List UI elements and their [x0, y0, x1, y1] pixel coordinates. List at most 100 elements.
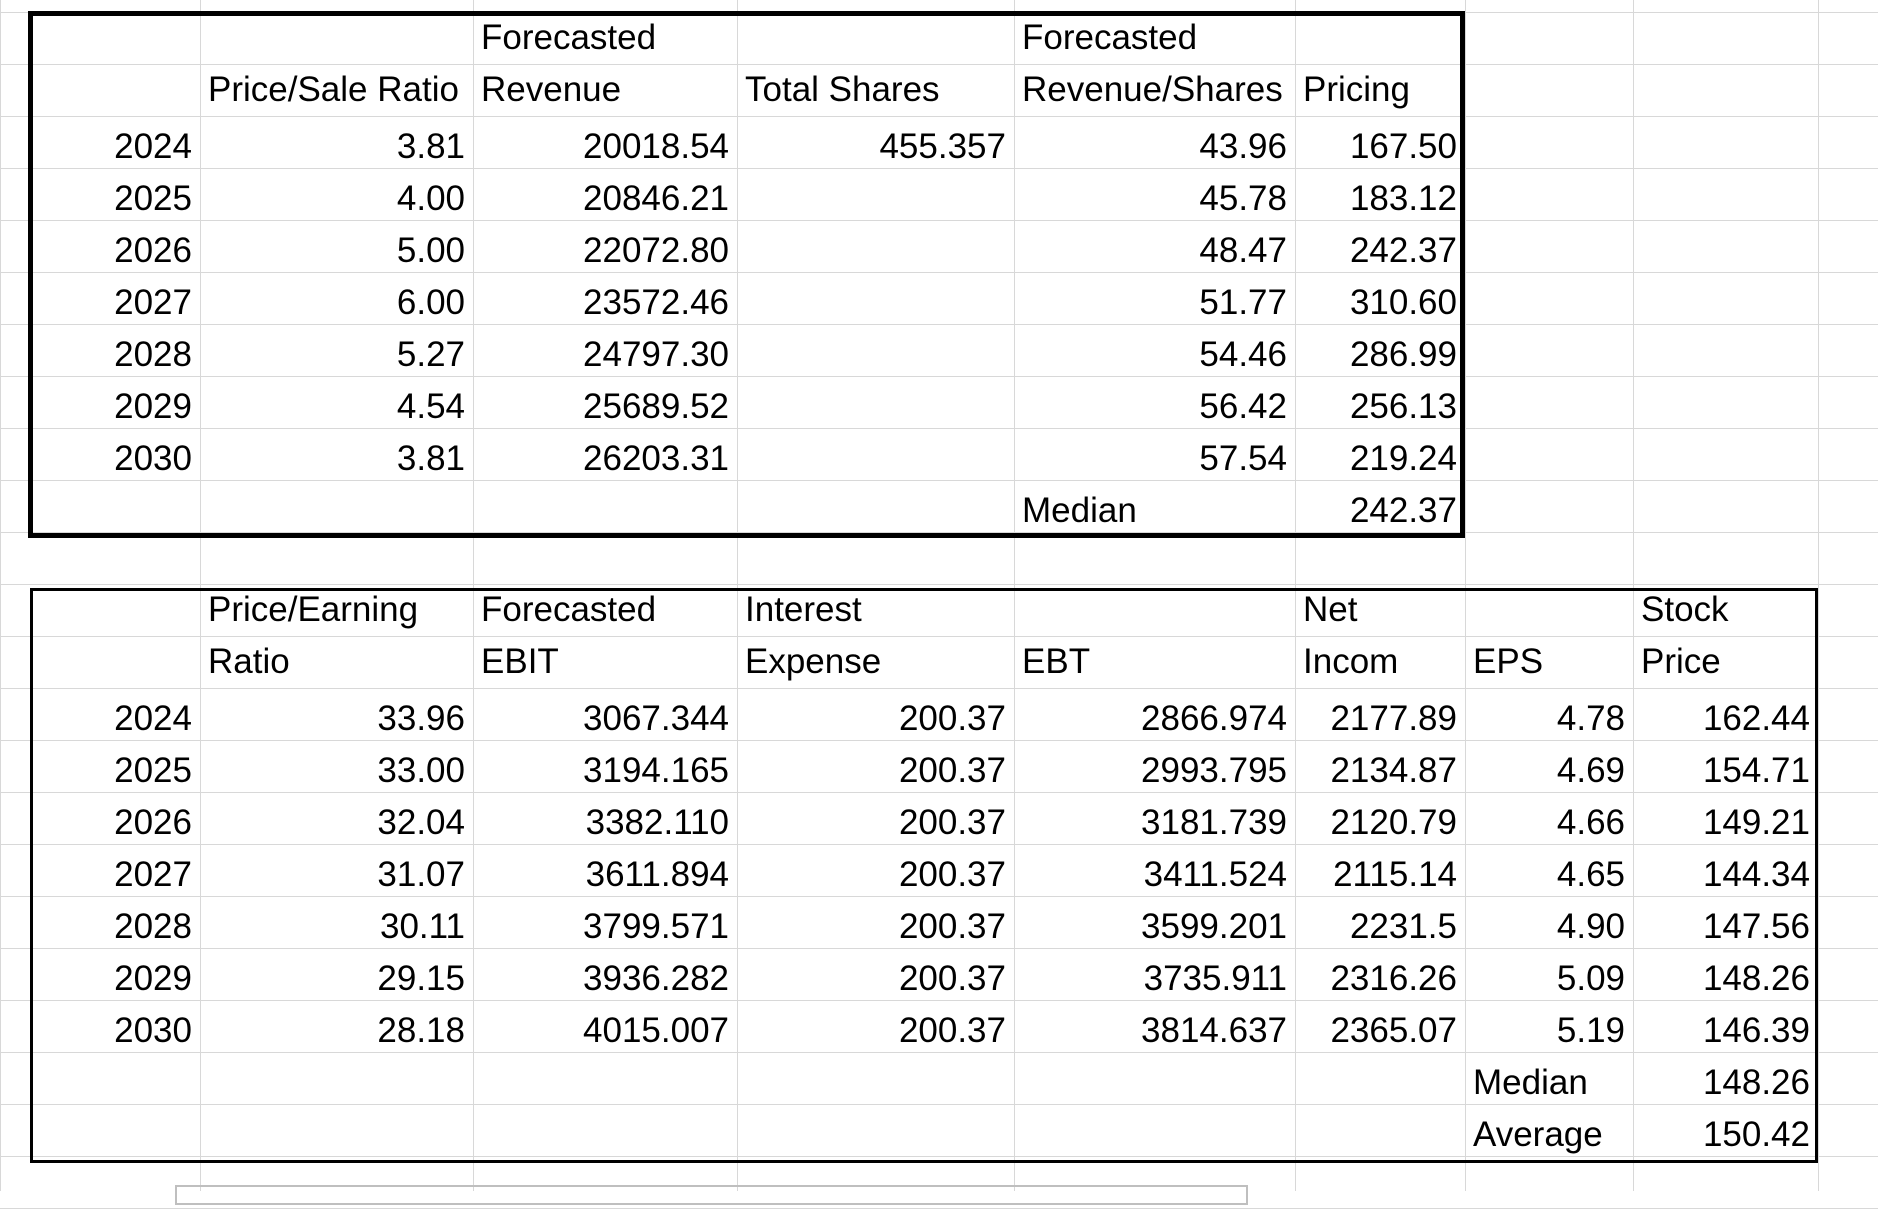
cell-total-shares[interactable] [737, 168, 1014, 220]
cell-revenue-per-share[interactable]: 48.47 [1199, 231, 1287, 270]
header-ebt[interactable]: EBT [1022, 642, 1091, 681]
cell-price-earning-ratio[interactable]: 31.07 [377, 855, 465, 894]
cell-price-sale-ratio[interactable]: 4.54 [396, 387, 465, 426]
cell-pricing[interactable]: 256.13 [1349, 387, 1457, 426]
cell-ebt[interactable]: 3599.201 [1141, 907, 1287, 946]
cell-eps[interactable]: 4.66 [1556, 803, 1625, 842]
cell-year[interactable]: 2028 [114, 907, 192, 946]
median-value[interactable]: 148.26 [1702, 1063, 1810, 1102]
average-value[interactable]: 150.42 [1702, 1115, 1810, 1154]
cell-pricing[interactable]: 183.12 [1349, 179, 1457, 218]
cell-eps[interactable]: 4.90 [1556, 907, 1625, 946]
cell-price-earning-ratio[interactable]: 33.00 [377, 751, 465, 790]
cell-price-sale-ratio[interactable]: 4.00 [396, 179, 465, 218]
cell-forecasted-ebit[interactable]: 3194.165 [583, 751, 729, 790]
cell-year[interactable]: 2026 [114, 231, 192, 270]
cell-interest-expense[interactable]: 200.37 [898, 1011, 1006, 1050]
cell-year[interactable]: 2029 [114, 387, 192, 426]
cell-price-sale-ratio[interactable]: 5.00 [396, 231, 465, 270]
cell-forecasted-ebit[interactable]: 3936.282 [583, 959, 729, 998]
cell-forecasted-revenue[interactable]: 25689.52 [583, 387, 729, 426]
cell-price-sale-ratio[interactable]: 5.27 [396, 335, 465, 374]
cell-price-earning-ratio[interactable]: 32.04 [377, 803, 465, 842]
cell-price-earning-ratio[interactable]: 29.15 [377, 959, 465, 998]
cell-interest-expense[interactable]: 200.37 [898, 751, 1006, 790]
cell-year[interactable]: 2027 [114, 855, 192, 894]
cell-year[interactable]: 2024 [114, 699, 192, 738]
cell-year[interactable]: 2026 [114, 803, 192, 842]
cell-forecasted-revenue[interactable]: 20846.21 [583, 179, 729, 218]
cell-year[interactable]: 2030 [114, 1011, 192, 1050]
cell-pricing[interactable]: 286.99 [1349, 335, 1457, 374]
header-price-sale-ratio[interactable]: Price/Sale Ratio [208, 70, 459, 109]
cell-forecasted-ebit[interactable]: 3611.894 [585, 855, 729, 894]
cell-eps[interactable]: 4.65 [1556, 855, 1625, 894]
cell-price-earning-ratio[interactable]: 33.96 [377, 699, 465, 738]
cell-revenue-per-share[interactable]: 51.77 [1199, 283, 1287, 322]
cell-net-income[interactable]: 2120.79 [1330, 803, 1457, 842]
cell-year[interactable]: 2025 [114, 179, 192, 218]
cell-total-shares[interactable]: 455.357 [879, 127, 1006, 166]
cell-revenue-per-share[interactable]: 56.42 [1199, 387, 1287, 426]
cell-interest-expense[interactable]: 200.37 [898, 699, 1006, 738]
cell-price-sale-ratio[interactable]: 3.81 [396, 127, 465, 166]
cell-revenue-per-share[interactable]: 43.96 [1199, 127, 1287, 166]
cell-year[interactable]: 2028 [114, 335, 192, 374]
header-pricing[interactable]: Pricing [1303, 70, 1410, 109]
cell-eps[interactable]: 4.78 [1556, 699, 1625, 738]
cell-year[interactable]: 2030 [114, 439, 192, 478]
cell-eps[interactable]: 5.09 [1556, 959, 1625, 998]
cell-total-shares[interactable] [737, 428, 1014, 480]
median-label[interactable]: Median [1473, 1063, 1588, 1102]
cell-stock-price[interactable]: 144.34 [1702, 855, 1810, 894]
cell-total-shares[interactable] [737, 376, 1014, 428]
cell-forecasted-revenue[interactable]: 20018.54 [583, 127, 729, 166]
cell-total-shares[interactable] [737, 220, 1014, 272]
cell-stock-price[interactable]: 147.56 [1702, 907, 1810, 946]
cell-stock-price[interactable]: 149.21 [1702, 803, 1810, 842]
cell-forecasted-revenue[interactable]: 24797.30 [583, 335, 729, 374]
cell-total-shares[interactable] [737, 324, 1014, 376]
header-revenue-per-share[interactable]: Forecasted Revenue/Shares [1022, 18, 1283, 109]
cell-stock-price[interactable]: 146.39 [1702, 1011, 1810, 1050]
cell-revenue-per-share[interactable]: 45.78 [1199, 179, 1287, 218]
cell-interest-expense[interactable]: 200.37 [898, 959, 1006, 998]
cell-price-sale-ratio[interactable]: 3.81 [396, 439, 465, 478]
cell-pricing[interactable]: 167.50 [1349, 127, 1457, 166]
cell-ebt[interactable]: 3814.637 [1141, 1011, 1287, 1050]
median-label[interactable]: Median [1022, 491, 1137, 530]
cell-revenue-per-share[interactable]: 54.46 [1199, 335, 1287, 374]
cell-interest-expense[interactable]: 200.37 [898, 803, 1006, 842]
cell-pricing[interactable]: 242.37 [1349, 231, 1457, 270]
cell-ebt[interactable]: 2993.795 [1141, 751, 1287, 790]
cell-year[interactable]: 2025 [114, 751, 192, 790]
cell-ebt[interactable]: 3181.739 [1141, 803, 1287, 842]
cell-stock-price[interactable]: 162.44 [1702, 699, 1810, 738]
header-interest-expense[interactable]: Interest Expense [745, 590, 882, 681]
header-total-shares[interactable]: Total Shares [745, 70, 940, 109]
average-label[interactable]: Average [1473, 1115, 1603, 1154]
cell-total-shares[interactable] [737, 272, 1014, 324]
median-value[interactable]: 242.37 [1349, 491, 1457, 530]
cell-eps[interactable]: 4.69 [1556, 751, 1625, 790]
cell-forecasted-ebit[interactable]: 3067.344 [583, 699, 729, 738]
cell-price-earning-ratio[interactable]: 28.18 [377, 1011, 465, 1050]
cell-eps[interactable]: 5.19 [1556, 1011, 1625, 1050]
header-eps[interactable]: EPS [1473, 642, 1544, 681]
cell-forecasted-ebit[interactable]: 4015.007 [583, 1011, 729, 1050]
cell-pricing[interactable]: 310.60 [1349, 283, 1457, 322]
cell-forecasted-revenue[interactable]: 23572.46 [583, 283, 729, 322]
header-forecasted-revenue[interactable]: Forecasted Revenue [481, 18, 657, 109]
header-forecasted-ebit[interactable]: Forecasted EBIT [481, 590, 657, 681]
cell-price-earning-ratio[interactable]: 30.11 [380, 907, 465, 946]
cell-forecasted-revenue[interactable]: 26203.31 [583, 439, 729, 478]
cell-year[interactable]: 2024 [114, 127, 192, 166]
cell-ebt[interactable]: 3735.911 [1143, 959, 1287, 998]
cell-net-income[interactable]: 2115.14 [1333, 855, 1457, 894]
cell-ebt[interactable]: 3411.524 [1143, 855, 1287, 894]
cell-forecasted-ebit[interactable]: 3799.571 [583, 907, 729, 946]
cell-net-income[interactable]: 2231.5 [1349, 907, 1457, 946]
cell-revenue-per-share[interactable]: 57.54 [1199, 439, 1287, 478]
cell-ebt[interactable]: 2866.974 [1141, 699, 1287, 738]
